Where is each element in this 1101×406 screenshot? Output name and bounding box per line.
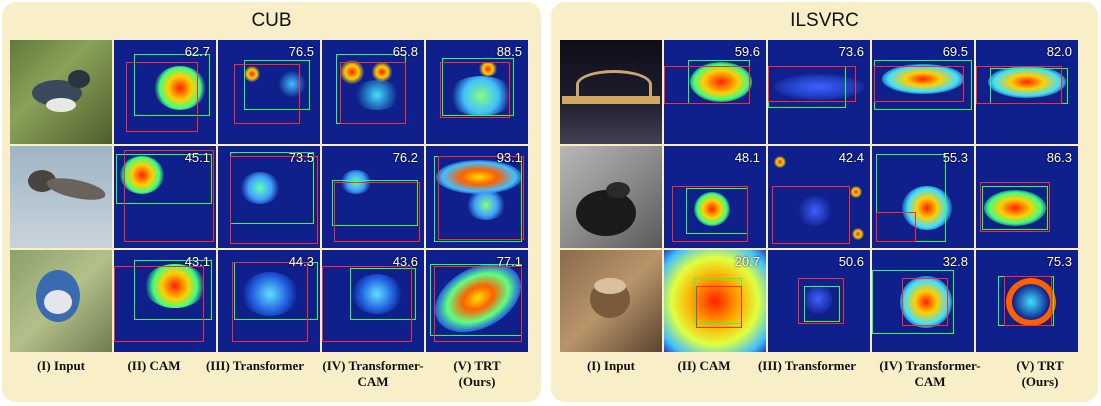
localization-score: 73.5: [288, 150, 314, 165]
localization-score: 69.5: [942, 44, 968, 59]
localization-score: 86.3: [1046, 150, 1072, 165]
cam-heatmap: 48.1: [664, 146, 766, 248]
transformer-cam-heatmap: 32.8: [872, 250, 974, 352]
transformer-heatmap: 42.4: [768, 146, 870, 248]
localization-score: 48.1: [734, 150, 760, 165]
trt-heatmap: 75.3: [976, 250, 1078, 352]
localization-score: 65.8: [392, 44, 418, 59]
cam-heatmap: 45.1: [114, 146, 216, 248]
cam-heatmap: 59.6: [664, 40, 766, 144]
column-label-input: (I) Input: [36, 358, 86, 373]
input-image: [10, 146, 112, 248]
localization-score: 77.1: [496, 254, 522, 269]
localization-score: 43.1: [184, 254, 210, 269]
panel-title: ILSVRC: [790, 10, 859, 31]
trt-heatmap: 88.5: [426, 40, 528, 144]
column-label-transformer-cam: (IV) Transformer- CAM: [879, 358, 981, 389]
localization-score: 44.3: [288, 254, 314, 269]
localization-score: 50.6: [838, 254, 864, 269]
column-label-transformer: (III) Transformer: [757, 358, 857, 373]
trt-heatmap: 82.0: [976, 40, 1078, 144]
input-image: [560, 250, 662, 352]
trt-heatmap: 77.1: [426, 250, 528, 352]
panel-title: CUB: [251, 10, 292, 31]
transformer-heatmap: 73.6: [768, 40, 870, 144]
trt-heatmap: 93.1: [426, 146, 528, 248]
cam-heatmap: 20.7: [664, 250, 766, 352]
column-label-trt: (V) TRT (Ours): [1016, 358, 1064, 389]
transformer-heatmap: 73.5: [218, 146, 320, 248]
transformer-cam-heatmap: 43.6: [322, 250, 424, 352]
transformer-cam-heatmap: 69.5: [872, 40, 974, 144]
column-label-trt: (V) TRT (Ours): [453, 358, 501, 389]
column-label-input: (I) Input: [586, 358, 636, 373]
column-label-transformer-cam: (IV) Transformer- CAM: [322, 358, 424, 389]
input-image: [560, 40, 662, 144]
localization-score: 76.2: [392, 150, 418, 165]
localization-score: 32.8: [942, 254, 968, 269]
column-label-transformer: (III) Transformer: [205, 358, 305, 373]
localization-score: 88.5: [496, 44, 522, 59]
localization-score: 62.7: [184, 44, 210, 59]
transformer-cam-heatmap: 55.3: [872, 146, 974, 248]
localization-score: 93.1: [496, 150, 522, 165]
localization-score: 20.7: [734, 254, 760, 269]
localization-score: 76.5: [288, 44, 314, 59]
input-image: [560, 146, 662, 248]
column-label-cam: (II) CAM: [677, 358, 731, 373]
localization-score: 75.3: [1046, 254, 1072, 269]
transformer-heatmap: 50.6: [768, 250, 870, 352]
input-image: [10, 250, 112, 352]
localization-score: 82.0: [1046, 44, 1072, 59]
localization-score: 42.4: [838, 150, 864, 165]
cam-heatmap: 43.1: [114, 250, 216, 352]
localization-score: 55.3: [942, 150, 968, 165]
localization-score: 43.6: [392, 254, 418, 269]
transformer-cam-heatmap: 76.2: [322, 146, 424, 248]
transformer-heatmap: 76.5: [218, 40, 320, 144]
localization-score: 73.6: [838, 44, 864, 59]
trt-heatmap: 86.3: [976, 146, 1078, 248]
localization-score: 59.6: [734, 44, 760, 59]
transformer-cam-heatmap: 65.8: [322, 40, 424, 144]
transformer-heatmap: 44.3: [218, 250, 320, 352]
localization-score: 45.1: [184, 150, 210, 165]
column-label-cam: (II) CAM: [127, 358, 181, 373]
input-image: [10, 40, 112, 144]
cam-heatmap: 62.7: [114, 40, 216, 144]
